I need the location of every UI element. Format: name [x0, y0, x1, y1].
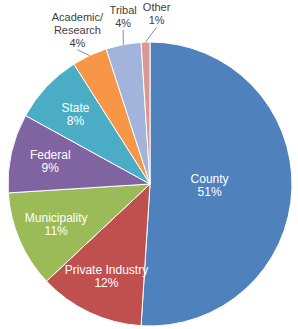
category-label: Academic/Research	[52, 11, 104, 36]
value-label: 8%	[67, 114, 85, 128]
leader-line	[77, 50, 89, 56]
category-label: Federal	[30, 148, 71, 162]
pie-slice	[141, 42, 292, 326]
leader-line	[146, 27, 157, 42]
slice-label: Other1%	[143, 1, 171, 26]
slice-label: County51%	[191, 172, 229, 199]
value-label: 9%	[42, 161, 60, 175]
label-line: Private Industry	[65, 263, 148, 277]
category-label: County	[191, 172, 229, 186]
value-label: 12%	[94, 276, 118, 290]
slice-label: Private Industry12%	[65, 263, 148, 290]
category-label: Other	[143, 1, 171, 13]
value-label: 4%	[69, 37, 85, 49]
category-label: State	[61, 101, 89, 115]
value-label: 11%	[45, 224, 68, 238]
slice-label: Academic/Research4%	[52, 11, 104, 49]
label-line: Academic/	[52, 11, 104, 23]
category-label: Tribal	[110, 4, 137, 16]
label-line: Municipality	[25, 211, 88, 225]
slices	[8, 42, 292, 326]
slice-label: Tribal4%	[110, 4, 137, 29]
pie-slice	[141, 42, 150, 184]
data-labels: County51% Private Industry12% Municipality…	[25, 1, 229, 290]
label-line: State	[61, 101, 89, 115]
slice-label: Municipality11%	[25, 211, 88, 238]
label-line: Federal	[30, 148, 71, 162]
label-line: Other	[143, 1, 171, 13]
pie-slice	[106, 42, 150, 184]
pie-slice	[8, 184, 150, 281]
value-label: 4%	[115, 17, 131, 29]
slice-label: Federal9%	[30, 148, 71, 175]
category-label: Private Industry	[65, 263, 148, 277]
label-line: Research	[54, 24, 101, 36]
label-line: Tribal	[110, 4, 137, 16]
label-line: County	[191, 172, 229, 186]
leader-line	[123, 30, 124, 44]
value-label: 51%	[198, 185, 222, 199]
chart: County51% Private Industry12% Municipality…	[0, 0, 298, 329]
slice-label: State8%	[61, 101, 89, 128]
value-label: 1%	[149, 14, 165, 26]
category-label: Municipality	[25, 211, 88, 225]
